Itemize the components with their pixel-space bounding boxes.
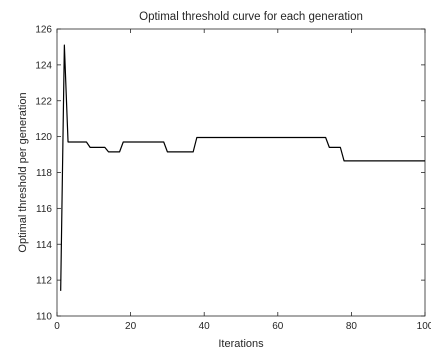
x-axis-label: Iterations	[218, 338, 264, 350]
y-tick-label: 122	[35, 96, 52, 107]
x-tick-label: 60	[272, 321, 284, 332]
y-tick-label: 124	[35, 60, 52, 71]
x-tick-label: 80	[346, 321, 358, 332]
y-tick-label: 110	[36, 312, 52, 323]
y-tick-label: 126	[35, 25, 52, 36]
plot-area-frame	[56, 28, 426, 317]
y-tick-label: 118	[36, 168, 52, 179]
x-tick-label: 0	[54, 321, 60, 332]
series-line	[60, 44, 425, 291]
y-tick-label: 116	[36, 204, 52, 215]
x-axis-ticks: 0 20 40 60 80 100	[54, 29, 431, 332]
y-axis-label: Optimal threshold per generation	[17, 92, 29, 252]
x-tick-label: 40	[199, 321, 211, 332]
y-tick-label: 112	[36, 276, 52, 287]
x-tick-label: 20	[125, 321, 137, 332]
y-tick-label: 120	[35, 132, 52, 143]
y-tick-label: 114	[36, 240, 52, 251]
y-axis-ticks: 110 112 114 116 118 120 122 124 126	[35, 25, 425, 323]
series-layer	[60, 44, 425, 291]
x-tick-label: 100	[417, 321, 431, 332]
chart-title: Optimal threshold curve for each generat…	[139, 11, 363, 23]
